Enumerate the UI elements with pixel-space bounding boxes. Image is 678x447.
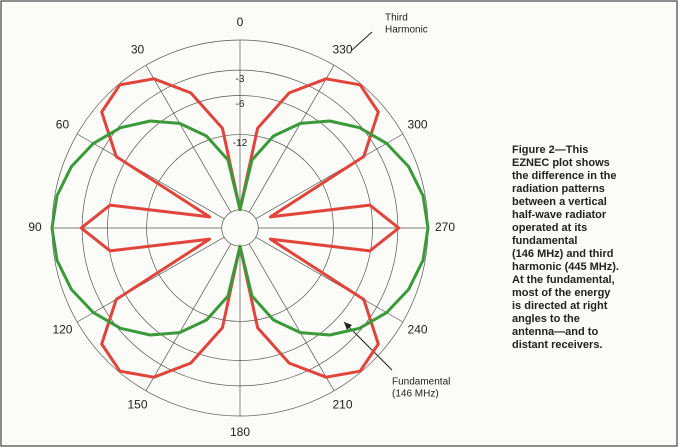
- arrow-head: [344, 322, 352, 330]
- angle-label: 150: [127, 398, 147, 412]
- r-tick-label: -12: [233, 138, 248, 149]
- angle-label: 30: [131, 43, 145, 57]
- annotation: Fundamental: [392, 377, 450, 388]
- caption-line: (146 MHz) and third: [512, 248, 613, 260]
- caption-line: between a vertical: [512, 196, 607, 208]
- r-tick-label: -6: [236, 99, 245, 110]
- angle-label: 300: [408, 118, 428, 132]
- annotation: (146 MHz): [392, 389, 439, 400]
- grid-ring: [146, 134, 334, 322]
- angle-label: 330: [332, 43, 352, 57]
- angle-label: 0: [237, 15, 244, 29]
- pattern-line: [50, 119, 430, 337]
- angle-label: 60: [56, 118, 70, 132]
- caption-line: harmonic (445 MHz).: [512, 261, 619, 273]
- caption-line: most of the energy: [512, 287, 611, 299]
- annotation: Third: [385, 13, 408, 24]
- grid-spoke: [145, 243, 232, 391]
- caption-line: half-wave radiator: [512, 209, 607, 221]
- angle-label: 240: [408, 323, 428, 337]
- caption-line: distant receivers.: [512, 339, 603, 351]
- grid-spoke: [248, 65, 335, 213]
- angle-label: 210: [332, 398, 352, 412]
- leader-line: [351, 31, 373, 51]
- caption-line: antenna—and to: [512, 326, 598, 338]
- grid-spoke: [255, 133, 403, 220]
- caption-line: the difference in the: [512, 170, 617, 182]
- grid-spoke: [77, 236, 225, 323]
- grid-spoke: [145, 65, 232, 213]
- caption-line: EZNEC plot shows: [512, 157, 610, 169]
- caption-line: is directed at right: [512, 300, 608, 312]
- caption-line: operated at its: [512, 222, 587, 234]
- caption-line: Figure 2—This: [512, 144, 588, 156]
- caption-line: radiation patterns: [512, 183, 605, 195]
- angle-label: 120: [52, 323, 72, 337]
- caption-line: At the fundamental,: [512, 274, 615, 286]
- caption-line: angles to the: [512, 313, 580, 325]
- grid-spoke: [248, 243, 335, 391]
- caption-line: fundamental: [512, 235, 577, 247]
- r-tick-label: -3: [236, 74, 245, 85]
- grid-spoke: [77, 133, 225, 220]
- annotation: Harmonic: [385, 25, 428, 36]
- angle-label: 180: [230, 425, 250, 439]
- angle-label: 90: [28, 220, 42, 234]
- angle-label: 270: [435, 220, 455, 234]
- grid-ring: [107, 95, 373, 361]
- grid-spoke: [255, 236, 403, 323]
